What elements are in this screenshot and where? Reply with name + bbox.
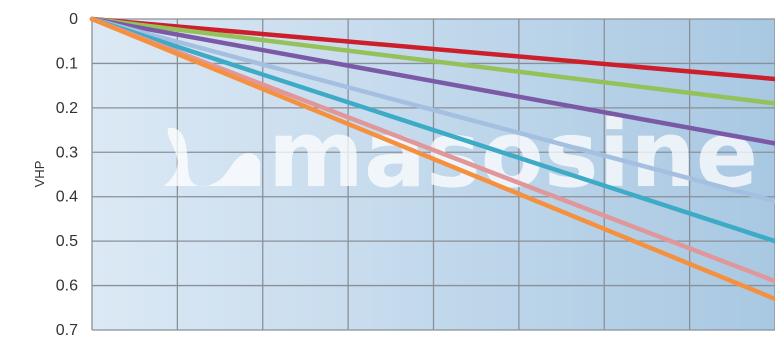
series-line-1	[89, 16, 775, 82]
y-axis-title: VHP	[32, 161, 47, 188]
y-tick-label: 0.2	[56, 100, 78, 117]
y-tick-label: 0.1	[56, 55, 78, 72]
y-tick-label: 0.6	[56, 278, 78, 295]
watermark-wave-icon	[164, 127, 260, 187]
series-line-7	[89, 16, 775, 302]
y-tick-label: 0.4	[56, 189, 78, 206]
series-line-3	[89, 16, 775, 146]
series-line-4	[89, 16, 775, 204]
y-axis-ticks: 0 0.1 0.2 0.3 0.4 0.5 0.6 0.7	[56, 11, 78, 339]
y-tick-label: 0.3	[56, 144, 78, 161]
series-line-5	[89, 16, 775, 244]
y-tick-label: 0.7	[56, 322, 78, 339]
series-line-6	[89, 16, 775, 284]
y-tick-label: 0	[69, 11, 78, 28]
series-line-2	[89, 16, 775, 106]
series-group	[89, 16, 775, 302]
y-tick-label: 0.5	[56, 233, 78, 250]
